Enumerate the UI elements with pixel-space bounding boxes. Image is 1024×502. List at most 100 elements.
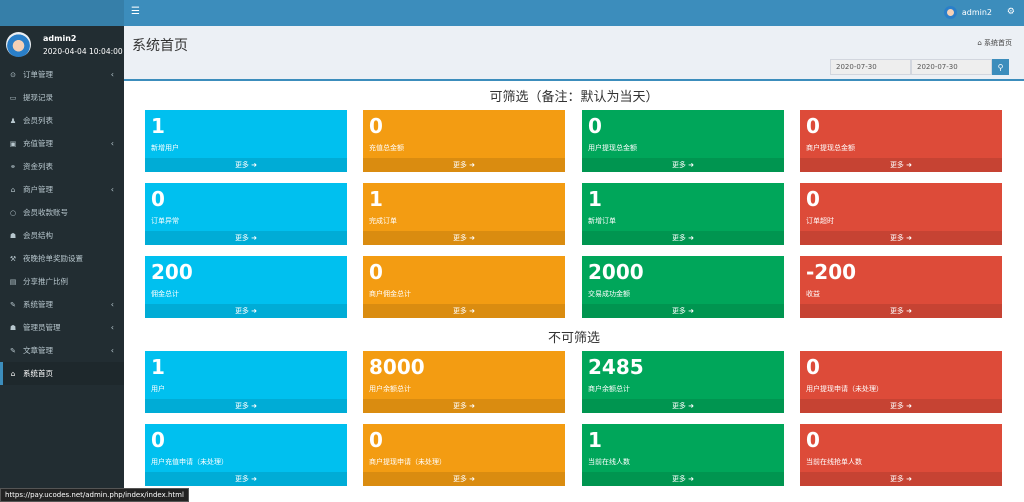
stat-label: 收益 [806,290,820,298]
gavel-icon: ⚒ [9,254,17,263]
more-link[interactable]: 更多 ➜ [800,399,1002,413]
more-link[interactable]: 更多 ➜ [582,399,784,413]
stat-value: 0 [369,260,383,284]
arrow-circle-right-icon: ➜ [251,475,258,483]
sidebar-item-label: 文章管理 [23,346,53,355]
more-link[interactable]: 更多 ➜ [800,304,1002,318]
stat-label: 完成订单 [369,217,397,225]
more-link[interactable]: 更多 ➜ [582,472,784,486]
stat-value: 0 [806,428,820,452]
chevron-left-icon: ‹ [110,185,114,194]
sidebar-item[interactable]: ⚭ 资金列表 [0,155,124,178]
circle-icon: ○ [9,208,17,217]
stat-label: 用户提现总金额 [588,144,637,152]
sidebar-item[interactable]: ✎ 系统管理 ‹ [0,293,124,316]
menu-toggle-icon[interactable]: ☰ [131,6,140,17]
date-from-input[interactable] [830,59,911,75]
more-link[interactable]: 更多 ➜ [800,231,1002,245]
user-panel: admin2 2020-04-04 10:04:00 [0,26,124,63]
sidebar-item[interactable]: ▣ 充值管理 ‹ [0,132,124,155]
stat-value: 0 [806,187,820,211]
sidebar-item[interactable]: ♟ 会员列表 [0,109,124,132]
stat-value: 0 [588,114,602,138]
arrow-circle-right-icon: ➜ [251,307,258,315]
stat-label: 交易成功金额 [588,290,630,298]
more-label: 更多 [452,234,467,242]
search-icon: ⚲ [997,62,1004,72]
sidebar-menu: ⊙ 订单管理 ‹ ▭ 提现记录 ♟ 会员列表 ▣ 充值管理 ‹ ⚭ 资金列表 ⌂ 商户管理 ‹ ○ 会员收款账号… [0,63,124,385]
user-name: admin2 [43,33,77,43]
arrow-circle-right-icon: ➜ [469,402,476,410]
arrow-circle-right-icon: ➜ [906,234,913,242]
stat-card: 0 充值总金额 更多 ➜ [363,110,565,172]
top-navbar: ☰ admin2 ⚙ [124,0,1024,26]
more-label: 更多 [452,475,467,483]
image-icon: ▣ [9,139,17,148]
more-link[interactable]: 更多 ➜ [363,158,565,172]
stat-value: 1 [369,187,383,211]
stat-label: 充值总金额 [369,144,404,152]
stat-value: 0 [151,187,165,211]
sidebar-item[interactable]: ⚒ 夜晚抢单奖励设置 [0,247,124,270]
more-link[interactable]: 更多 ➜ [800,158,1002,172]
sidebar-item-label: 会员列表 [23,116,53,125]
more-label: 更多 [889,402,904,410]
sidebar-item[interactable]: ✎ 文章管理 ‹ [0,339,124,362]
sidebar-item[interactable]: ▭ 提现记录 [0,86,124,109]
more-label: 更多 [889,475,904,483]
stat-label: 用户余额总计 [369,385,411,393]
sidebar-item[interactable]: ☗ 会员结构 [0,224,124,247]
more-link[interactable]: 更多 ➜ [145,231,347,245]
users-icon: ☗ [9,231,17,240]
stat-card: 0 用户提现总金额更多 ➜ [582,110,784,172]
more-label: 更多 [234,307,249,315]
sidebar-item[interactable]: ⊙ 订单管理 ‹ [0,63,124,86]
more-link[interactable]: 更多 ➜ [800,472,1002,486]
share-settings-icon[interactable]: ⚙ [1006,7,1015,17]
arrow-circle-right-icon: ➜ [906,402,913,410]
more-link[interactable]: 更多 ➜ [363,399,565,413]
stat-value: 0 [151,428,165,452]
link-icon: ⚭ [10,162,16,171]
stat-card: 1 当前在线人数 更多 ➜ [582,424,784,486]
section-title: 不可筛选 [547,331,600,346]
more-link[interactable]: 更多 ➜ [582,304,784,318]
more-link[interactable]: 更多 ➜ [363,472,565,486]
user-icon: ♟ [9,116,17,125]
more-link[interactable]: 更多 ➜ [145,399,347,413]
sidebar-item-label: 系统管理 [23,300,53,309]
sidebar-item[interactable]: ○ 会员收款账号 [0,201,124,224]
stat-label: 商户提现总金额 [806,144,855,152]
more-link[interactable]: 更多 ➜ [582,231,784,245]
sidebar-item-label: 会员收款账号 [23,208,68,217]
stat-label: 订单异常 [151,217,179,225]
user-menu[interactable]: admin2 [943,6,992,19]
arrow-circle-right-icon: ➜ [688,161,695,169]
sidebar-item[interactable]: ⌂ 系统首页 [0,362,124,385]
stat-value: -200 [806,260,857,284]
more-link[interactable]: 更多 ➜ [145,472,347,486]
stat-label: 用户提现申请（未处理） [806,385,883,393]
more-link[interactable]: 更多 ➜ [145,158,347,172]
more-link[interactable]: 更多 ➜ [582,158,784,172]
breadcrumb-item[interactable]: 系统首页 [984,39,1012,47]
sidebar: admin2 2020-04-04 10:04:00 ⊙ 订单管理 ‹ ▭ 提现记录 ♟ 会… [0,0,124,502]
sidebar-item[interactable]: ▤ 分享推广比例 [0,270,124,293]
search-button[interactable]: ⚲ [992,59,1009,75]
more-link[interactable]: 更多 ➜ [145,304,347,318]
card-icon: ▭ [9,93,17,102]
stat-value: 8000 [369,355,425,379]
sidebar-item[interactable]: ⌂ 商户管理 ‹ [0,178,124,201]
sidebar-item-label: 提现记录 [23,93,53,102]
more-link[interactable]: 更多 ➜ [363,304,565,318]
breadcrumb[interactable]: ⌂ 系统首页 [977,38,1012,48]
sidebar-item[interactable]: ☗ 管理员管理 ‹ [0,316,124,339]
stat-value: 1 [588,187,602,211]
date-to-input[interactable] [911,59,992,75]
arrow-circle-right-icon: ➜ [906,475,913,483]
avatar [943,6,957,19]
more-label: 更多 [452,402,467,410]
stat-card: 1 用户 更多 ➜ [145,351,347,413]
more-link[interactable]: 更多 ➜ [363,231,565,245]
stat-value: 200 [151,260,193,284]
